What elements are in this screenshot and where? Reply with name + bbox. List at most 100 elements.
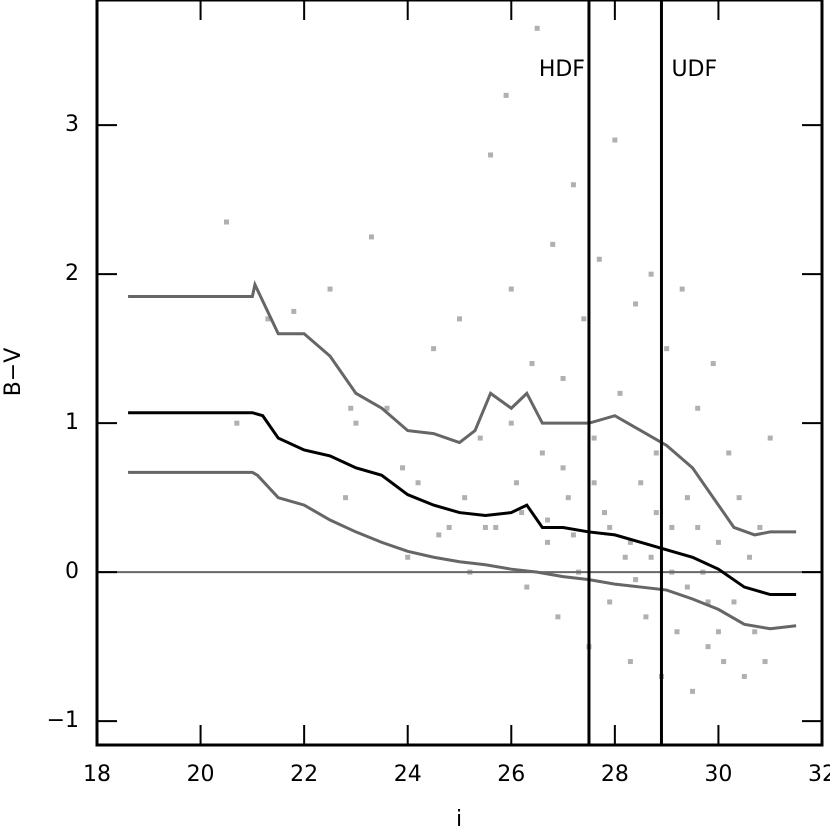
scatter-point — [519, 510, 525, 516]
x-tick-label: 30 — [704, 762, 732, 787]
scatter-point — [457, 316, 462, 322]
scatter-point — [545, 539, 551, 545]
x-axis-label: i — [456, 807, 462, 830]
scatter-point — [617, 390, 623, 396]
scatter-point — [715, 629, 721, 635]
y-axis-label: B−V — [1, 348, 26, 397]
survey-label: HDF — [539, 57, 585, 82]
scatter-point — [679, 286, 685, 292]
scatter-point — [570, 182, 576, 188]
scatter-point — [710, 361, 716, 367]
scatter-point — [560, 375, 566, 381]
scatter-point — [405, 554, 411, 560]
scatter-point — [513, 480, 519, 486]
scatter-point — [674, 629, 680, 635]
scatter-point — [633, 577, 639, 583]
scatter-point — [436, 532, 442, 538]
scatter-point — [612, 137, 618, 143]
scatter-point — [607, 524, 613, 530]
scatter-point — [747, 554, 752, 560]
scatter-point — [560, 465, 566, 471]
x-tick-label: 24 — [394, 762, 422, 787]
scatter-point — [565, 495, 571, 501]
scatter-point — [348, 405, 354, 411]
scatter-point — [265, 316, 271, 322]
scatter-point — [591, 480, 597, 486]
scatter-point — [741, 673, 747, 679]
scatter-point — [705, 644, 711, 650]
y-tick-label: −1 — [47, 708, 79, 733]
scatter-point — [721, 659, 727, 665]
scatter-point — [622, 554, 628, 560]
scatter-point — [327, 286, 333, 292]
plot-frame — [95, 0, 824, 747]
y-tick-label: 1 — [65, 410, 79, 435]
scatter-point — [400, 465, 406, 471]
scatter-point — [477, 435, 483, 441]
scatter-point — [508, 420, 514, 426]
scatter-point — [684, 584, 690, 590]
scatter-point — [653, 450, 659, 456]
scatter-point — [524, 584, 530, 590]
x-tick-label: 28 — [601, 762, 629, 787]
scatter-point — [508, 286, 514, 292]
curve — [128, 470, 797, 631]
y-tick-label: 0 — [65, 559, 79, 584]
scatter-point — [555, 614, 561, 620]
scatter-point — [695, 405, 701, 411]
scatter-point — [545, 517, 551, 523]
scatter-point — [762, 659, 768, 665]
scatter-point — [638, 480, 644, 486]
scatter-point — [368, 234, 374, 240]
scatter-point — [653, 510, 659, 516]
scatter-point — [570, 532, 576, 538]
scatter-point — [627, 659, 633, 665]
x-tick-label: 26 — [497, 762, 525, 787]
scatter-point — [726, 450, 732, 456]
scatter-point — [462, 495, 468, 501]
scatter-point — [633, 301, 639, 307]
scatter-point — [291, 308, 297, 314]
scatter-point — [431, 346, 437, 352]
scatter-point — [493, 524, 499, 530]
scatter-point — [752, 629, 758, 635]
curve — [128, 279, 797, 537]
scatter-point — [550, 241, 556, 247]
scatter-point — [731, 599, 737, 605]
scatter-point — [596, 256, 602, 262]
scatter-point — [353, 420, 359, 426]
scatter-point — [767, 435, 773, 441]
x-tick-label: 32 — [808, 762, 830, 787]
x-tick-label: 22 — [290, 762, 318, 787]
scatter-point — [705, 599, 711, 605]
y-tick-label: 3 — [65, 112, 79, 137]
scatter-point — [591, 435, 597, 441]
x-tick-label: 20 — [187, 762, 215, 787]
y-tick-label: 2 — [65, 261, 79, 286]
scatter-point — [529, 361, 535, 367]
scatter-point — [539, 450, 545, 456]
scatter-point — [684, 495, 690, 501]
scatter-point — [602, 510, 607, 516]
scatter-point — [503, 92, 509, 98]
scatter-point — [648, 271, 654, 277]
scatter-point — [482, 524, 488, 530]
scatter-point — [690, 688, 696, 694]
scatter-point — [415, 480, 421, 486]
scatter-point — [736, 495, 742, 501]
scatter-point — [446, 524, 452, 530]
scatter-point — [757, 524, 763, 530]
scatter-point — [695, 524, 701, 530]
scatter-point — [643, 614, 649, 620]
scatter-point — [669, 524, 675, 530]
curve — [128, 411, 797, 597]
scatter-point — [664, 346, 670, 352]
scatter-point — [488, 152, 494, 158]
scatter-point — [581, 316, 587, 322]
scatter-point — [715, 539, 721, 545]
scatter-point — [343, 495, 349, 501]
scatter-point — [223, 219, 229, 225]
scatter-point — [607, 599, 613, 605]
scatter-point — [234, 420, 240, 426]
